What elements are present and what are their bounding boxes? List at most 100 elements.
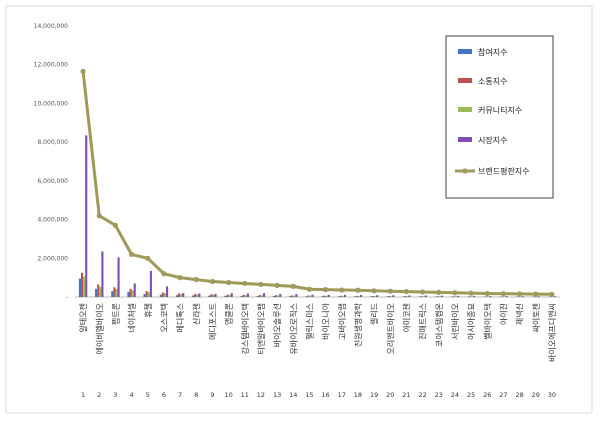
category-label: 셀리드 xyxy=(369,303,379,325)
legend-label: 브랜드평판지수 xyxy=(478,166,530,176)
bar xyxy=(360,295,363,297)
category-index: 8 xyxy=(194,391,198,399)
category-index: 28 xyxy=(515,391,523,399)
category-label: 쎌바이오텍 xyxy=(482,303,492,340)
y-tick-label: 6,000,000 xyxy=(37,178,68,185)
bar xyxy=(311,294,314,297)
bar xyxy=(192,295,195,297)
bar xyxy=(537,296,540,297)
bar xyxy=(246,293,249,297)
category-index: 17 xyxy=(338,391,346,399)
bar xyxy=(260,295,264,297)
trend-line xyxy=(80,68,555,297)
bar xyxy=(97,284,100,297)
legend-label: 소통지수 xyxy=(478,77,507,86)
category-index: 7 xyxy=(178,391,182,399)
category-index: 5 xyxy=(146,391,150,399)
category-index: 11 xyxy=(241,391,249,399)
bar xyxy=(473,295,476,297)
bar xyxy=(438,296,441,297)
trend-point xyxy=(193,276,199,283)
trend-point xyxy=(419,289,426,295)
bar xyxy=(325,295,328,297)
category-index: 27 xyxy=(499,391,507,399)
trend-point xyxy=(177,275,183,281)
y-tick-label: 2,000,000 xyxy=(37,255,68,262)
category-label: 오스코텍 xyxy=(159,303,169,332)
category-index: 6 xyxy=(162,391,166,399)
bar xyxy=(343,294,346,297)
category-index: 19 xyxy=(370,391,378,399)
bar xyxy=(291,295,294,297)
bars xyxy=(78,135,557,297)
legend-label: 참여지수 xyxy=(478,47,507,57)
bar xyxy=(436,296,439,297)
bar xyxy=(485,296,488,297)
category-label: 네이처셀 xyxy=(127,303,137,332)
category-label: 싸이토젠 xyxy=(531,303,541,332)
trend-point xyxy=(516,291,523,297)
category-index: 20 xyxy=(386,391,394,399)
bar xyxy=(224,295,227,297)
bar xyxy=(454,296,458,297)
legend-swatch xyxy=(458,49,472,54)
trend-point xyxy=(242,280,248,287)
category-label: 휴젤 xyxy=(143,303,153,318)
bar xyxy=(80,272,84,297)
category-label: 메디톡스 xyxy=(176,303,185,332)
bar xyxy=(305,296,308,297)
category-index: 4 xyxy=(130,391,134,399)
bar xyxy=(163,293,167,297)
category-label: 아시아종묘 xyxy=(466,303,476,340)
bar xyxy=(145,291,148,297)
y-tick-label: 12,000,000 xyxy=(34,62,69,69)
y-tick-label: 14,000,000 xyxy=(34,23,69,30)
x-axis: 알테오젠 1 에이비엘바이오 2 펩트론 3 네이처셀 4 휴젤 5 오스코텍 6 메디톡스 7 신라젠 8 메… xyxy=(78,302,557,399)
bar xyxy=(408,295,411,297)
bar xyxy=(376,295,379,297)
bar xyxy=(374,296,377,297)
bar xyxy=(519,296,522,297)
trend-point xyxy=(371,288,377,294)
bar xyxy=(210,294,213,297)
bar xyxy=(418,296,421,297)
trend-point xyxy=(128,251,135,258)
bar xyxy=(240,295,243,297)
category-label: 헬릭스미스 xyxy=(304,303,314,340)
bar xyxy=(386,296,389,297)
legend-swatch xyxy=(458,107,472,112)
category-index: 14 xyxy=(289,391,297,399)
trend-point xyxy=(387,288,393,294)
category-label: 에이비엘바이오 xyxy=(94,303,104,355)
trend-point xyxy=(145,255,151,261)
category-label: 진매트릭스 xyxy=(418,303,428,340)
trend-point xyxy=(533,291,539,297)
category-label: 바이오솔루션 xyxy=(272,303,282,347)
bar xyxy=(256,295,259,297)
trend-line-path xyxy=(81,71,552,296)
legend-swatch-marker xyxy=(462,168,468,174)
y-axis: - 2,000,000 4,000,000 6,000,000 8,000,000 10,… xyxy=(34,23,69,301)
bar xyxy=(404,296,407,297)
y-tick-label: - xyxy=(66,294,68,301)
category-index: 10 xyxy=(224,391,232,399)
trend-point xyxy=(274,282,280,288)
bar xyxy=(339,295,342,297)
bar xyxy=(228,295,231,297)
bar xyxy=(289,296,292,297)
bar xyxy=(244,295,247,297)
bar xyxy=(117,257,120,297)
bar xyxy=(554,296,557,297)
category-label: 신라젠 xyxy=(192,303,201,325)
trend-point xyxy=(549,291,555,297)
bar xyxy=(212,294,215,297)
bar xyxy=(230,293,233,297)
bar xyxy=(131,290,134,297)
plot-frame xyxy=(5,5,593,414)
legend-label: 커뮤니티지수 xyxy=(478,105,522,115)
bar xyxy=(277,295,280,297)
category-index: 21 xyxy=(402,391,410,399)
bar xyxy=(341,295,344,297)
category-index: 25 xyxy=(467,391,475,399)
bar xyxy=(143,294,146,297)
